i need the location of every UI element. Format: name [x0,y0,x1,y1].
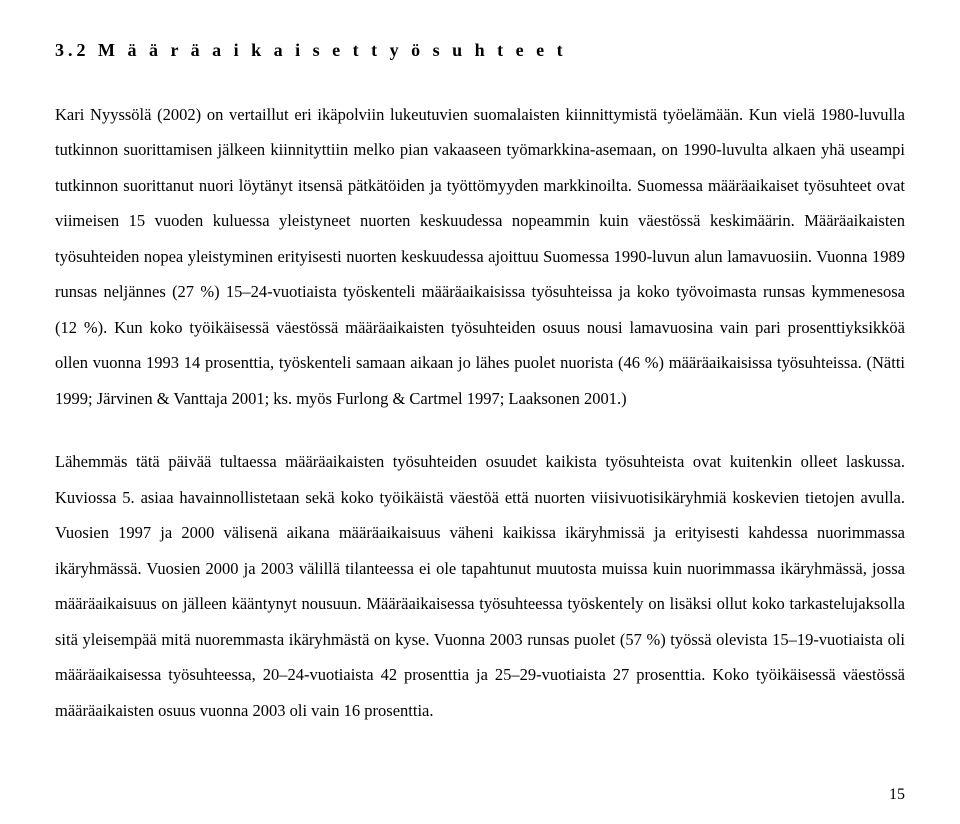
document-page: 3.2 M ä ä r ä a i k a i s e t t y ö s u … [0,0,960,824]
body-text-block: Kari Nyyssölä (2002) on vertaillut eri i… [55,97,905,728]
paragraph-2: Lähemmäs tätä päivää tultaessa määräaika… [55,444,905,728]
page-number: 15 [889,786,905,804]
section-heading: 3.2 M ä ä r ä a i k a i s e t t y ö s u … [55,40,905,61]
paragraph-1: Kari Nyyssölä (2002) on vertaillut eri i… [55,97,905,416]
